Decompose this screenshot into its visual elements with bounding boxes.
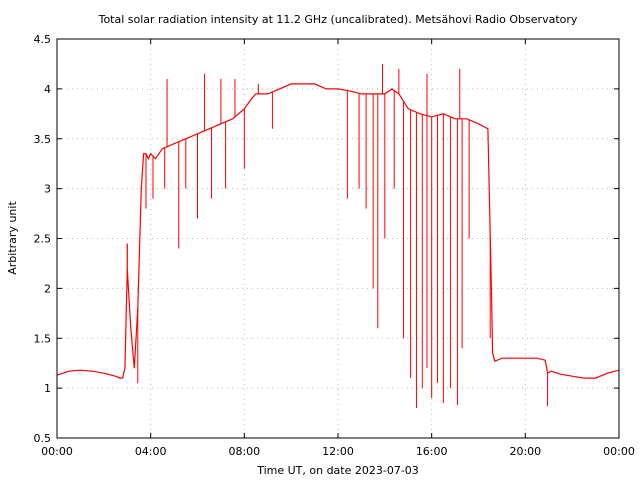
y-tick-label: 3.5 [34, 133, 52, 146]
y-tick-label: 3 [44, 183, 51, 196]
y-axis-label: Arbitrary unit [6, 201, 19, 275]
x-tick-label: 16:00 [416, 445, 448, 458]
x-tick-label: 00:00 [603, 445, 635, 458]
x-tick-label: 08:00 [228, 445, 260, 458]
y-tick-label: 2 [44, 282, 51, 295]
y-tick-label: 4.5 [34, 33, 52, 46]
y-tick-label: 1.5 [34, 332, 52, 345]
x-axis-label: Time UT, on date 2023-07-03 [256, 464, 419, 477]
x-tick-label: 04:00 [135, 445, 167, 458]
series-layer [56, 63, 620, 409]
x-tick-label: 20:00 [509, 445, 541, 458]
x-tick-label: 00:00 [41, 445, 73, 458]
x-tick-label: 12:00 [322, 445, 354, 458]
y-tick-label: 1 [44, 382, 51, 395]
y-tick-label: 2.5 [34, 233, 52, 246]
y-tick-label: 0.5 [34, 432, 52, 445]
series-line [56, 83, 620, 379]
x-axis: 00:00 04:00 08:00 12:00 16:00 20:00 00:00 [41, 39, 635, 458]
y-tick-label: 4 [44, 83, 51, 96]
y-axis: 0.5 1 1.5 2 2.5 3 3.5 4 4.5 [34, 33, 619, 445]
chart-title: Total solar radiation intensity at 11.2 … [98, 13, 578, 26]
